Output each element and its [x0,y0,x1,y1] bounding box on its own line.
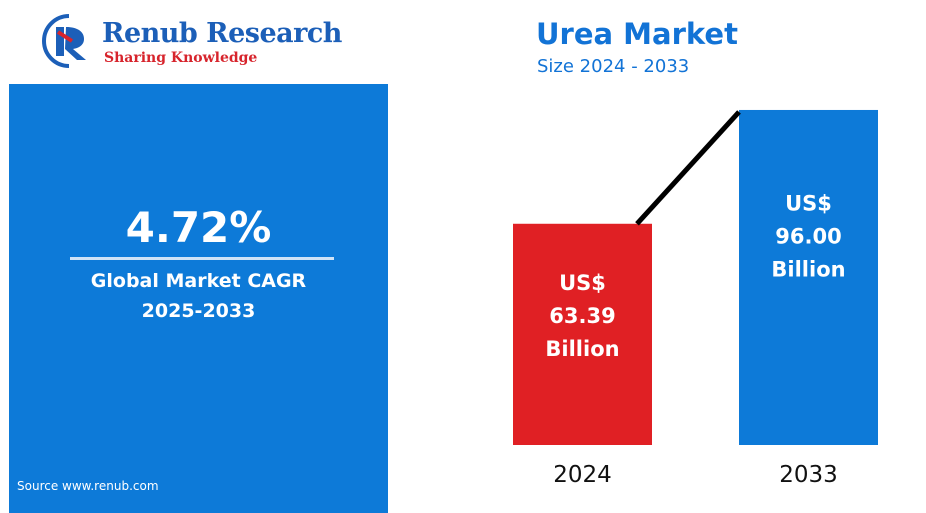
cagr-label: Global Market CAGR 2025-2033 [9,266,388,326]
chart-subtitle: Size 2024 - 2033 [537,56,690,77]
brand-logo: Renub Research Sharing Knowledge [38,10,342,72]
rr-monogram-icon [42,14,86,68]
source-note: Source www.renub.com [17,479,159,493]
data-label-2024: Billion [545,337,619,361]
cagr-panel: 4.72% Global Market CAGR 2025-2033 Sourc… [9,84,388,513]
brand-tagline: Sharing Knowledge [104,50,258,66]
bar-2033 [739,109,878,446]
data-label-2033: Billion [771,257,845,281]
brand-name: Renub Research [102,18,342,49]
data-label-2024: 63.39 [549,304,615,328]
data-label-2033: US$ [785,191,832,215]
trend-line [635,110,741,226]
cagr-divider [70,257,334,260]
cagr-value: 4.72% [125,203,272,252]
data-label-2024: US$ [559,271,606,295]
bar-2024 [513,223,652,445]
chart-title: Urea Market [536,17,738,51]
data-label-2033: 96.00 [775,224,841,248]
x-tick-label: 2033 [779,462,838,488]
cagr-label-line2: 2025-2033 [141,300,256,322]
cagr-label-line1: Global Market CAGR [90,270,307,292]
x-tick-label: 2024 [553,462,612,488]
